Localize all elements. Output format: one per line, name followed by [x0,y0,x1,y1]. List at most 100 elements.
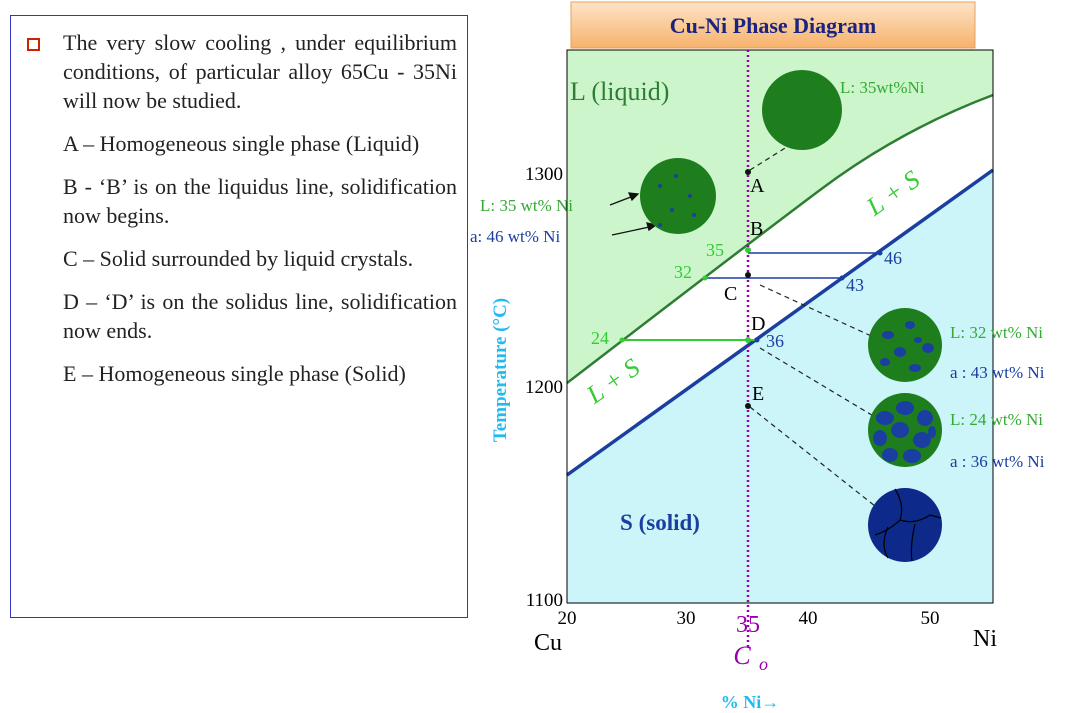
x-tick-label: 50 [921,608,940,629]
title: Cu-Ni Phase Diagram [670,13,877,38]
crystal [876,411,894,425]
x-tick-label: 30 [677,608,696,629]
point [745,169,751,175]
y-tick-label: 1300 [525,164,563,185]
point-label: B [750,218,763,240]
title-box [570,1,976,49]
crystal [914,337,922,343]
grain-boundary [883,526,889,559]
group: L: 35wt%Ni L: 35 wt% Ni a: 46 wt% Ni L: … [470,78,1045,471]
x-right-label: Ni [973,626,997,652]
crystal [917,410,933,426]
bullet-text: D – ‘D’ is on the solidus line, solidifi… [63,289,457,343]
group [880,321,934,372]
nucleus [670,208,674,212]
point [745,272,751,278]
point [754,337,760,343]
nucleus [658,223,662,227]
grain-boundary [899,514,942,523]
text-box: The very slow cooling , under equilibriu… [10,15,468,618]
crystal [903,449,921,463]
crystal [882,331,894,339]
arrow [611,225,655,236]
tie-line-label: 36 [766,331,784,351]
crystal [909,364,921,372]
bullet-text: A – Homogeneous single phase (Liquid) [63,131,420,156]
crystal [891,422,909,438]
nucleus [674,174,678,178]
group [874,488,942,562]
x-left-label: Cu [534,630,562,656]
arrow-head [627,192,640,202]
nucleus [692,213,696,217]
nucleus [688,194,692,198]
tie-line-label: 43 [846,275,864,295]
group [873,401,936,463]
composition-value: 35 [736,612,760,638]
bullet-text: The very slow cooling , under equilibriu… [63,30,457,113]
point-label: A [750,175,765,197]
phase-label: L: 35wt%Ni [840,78,925,97]
crystal [922,343,934,353]
bullet-text: C – Solid surrounded by liquid crystals. [63,246,414,271]
region-label: S (solid) [620,510,700,535]
point [745,337,751,343]
composition-subscript: o [759,654,768,674]
bullet-icon [27,38,40,51]
phase-label: a: 46 wt% Ni [470,227,560,246]
microstructure [762,70,842,150]
tie-line-label: 46 [884,248,902,268]
phase-label: L: 35 wt% Ni [480,196,573,215]
microstructure [868,488,942,562]
nucleus [658,184,662,188]
bullet-text: E – Homogeneous single phase (Solid) [63,361,406,386]
crystal [913,432,931,448]
crystal [928,426,936,438]
y-axis-label: Temperature (°C) [490,298,511,442]
grain-boundary [910,523,916,562]
crystal [873,430,887,446]
point [745,247,751,253]
liquidus-line [566,93,994,384]
point [745,403,751,409]
y-tick-label: 1100 [526,590,563,611]
tie-line-label: 35 [706,240,724,260]
tie-line-label: 32 [674,262,692,282]
tie-line-label: 24 [591,328,609,348]
plot-border [566,49,994,604]
group: A B C D E [724,175,765,405]
crystal [896,401,914,415]
point-label: E [752,383,764,405]
connector [759,284,881,341]
crystal [880,358,890,366]
crystal [894,347,906,357]
x-tick-label: 20 [558,608,577,629]
bullet-text: B - ‘B’ is on the liquidus line, solidif… [63,174,457,228]
composition-symbol: C [733,641,751,670]
x-axis-label: % Ni→ [721,692,780,712]
group [749,144,881,511]
crystal [882,448,898,462]
group: 20 30 40 50 1300 1200 1100 [525,164,940,629]
phase-label: L: 24 wt% Ni [950,410,1043,429]
region-label: L (liquid) [570,77,669,106]
solidus-line [565,168,995,477]
connector [749,144,791,171]
x-tick-label: 40 [799,608,818,629]
point [877,250,883,256]
y-tick-label: 1200 [525,377,563,398]
phase-label: L: 32 wt% Ni [950,323,1043,342]
microstructure [640,158,716,234]
point-label: D [751,313,765,335]
point [619,337,625,343]
phase-label: a : 43 wt% Ni [950,363,1045,382]
group [609,192,658,236]
point-label: C [724,283,737,305]
crystal [905,321,915,329]
point [702,275,708,281]
point [839,275,845,281]
group: 35 46 32 43 24 36 [591,240,902,351]
phase-label: a : 36 wt% Ni [950,452,1045,471]
